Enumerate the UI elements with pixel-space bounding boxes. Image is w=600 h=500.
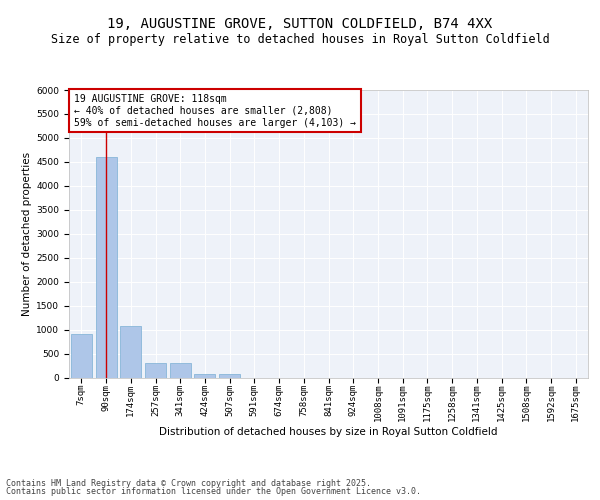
- Bar: [145, 364, 166, 378]
- Bar: [120, 326, 141, 378]
- Text: 19, AUGUSTINE GROVE, SUTTON COLDFIELD, B74 4XX: 19, AUGUSTINE GROVE, SUTTON COLDFIELD, B…: [107, 18, 493, 32]
- Text: 19 AUGUSTINE GROVE: 118sqm
← 40% of detached houses are smaller (2,808)
59% of s: 19 AUGUSTINE GROVE: 118sqm ← 40% of deta…: [74, 94, 356, 128]
- Text: Contains HM Land Registry data © Crown copyright and database right 2025.: Contains HM Land Registry data © Crown c…: [6, 478, 371, 488]
- Y-axis label: Number of detached properties: Number of detached properties: [22, 152, 32, 316]
- Bar: [194, 374, 215, 378]
- Bar: [170, 364, 191, 378]
- X-axis label: Distribution of detached houses by size in Royal Sutton Coldfield: Distribution of detached houses by size …: [159, 427, 498, 437]
- Bar: [219, 374, 240, 378]
- Bar: [95, 157, 116, 378]
- Bar: [71, 334, 92, 378]
- Text: Size of property relative to detached houses in Royal Sutton Coldfield: Size of property relative to detached ho…: [50, 32, 550, 46]
- Text: Contains public sector information licensed under the Open Government Licence v3: Contains public sector information licen…: [6, 487, 421, 496]
